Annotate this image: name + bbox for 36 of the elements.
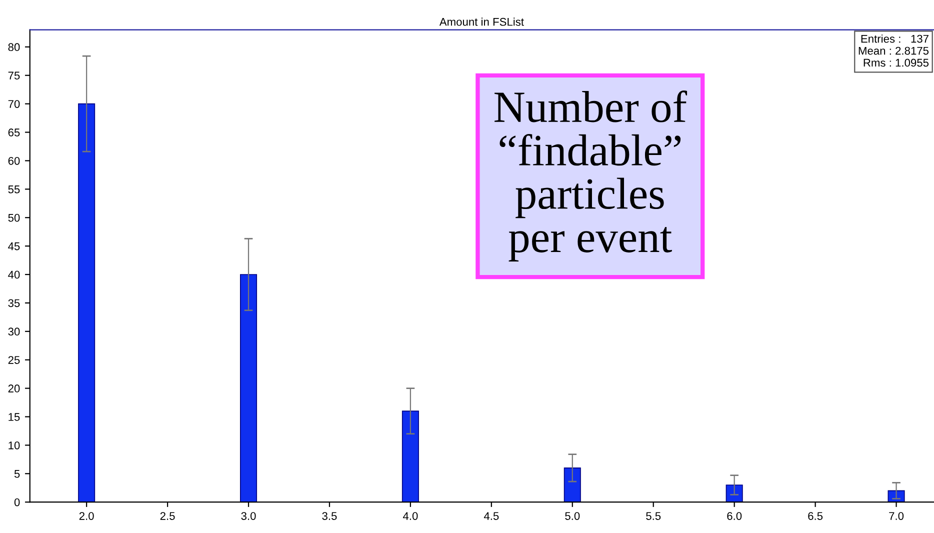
- y-tick-label: 30: [8, 328, 20, 336]
- x-tick-label: 2.5: [160, 512, 175, 520]
- y-tick-label: 80: [8, 43, 20, 52]
- y-tick-label: 55: [8, 186, 20, 194]
- x-tick-label: 5.0: [565, 512, 580, 520]
- y-tick-label: 50: [8, 214, 20, 222]
- y-tick-label: 60: [8, 156, 20, 165]
- x-tick-label: 3.5: [322, 512, 337, 520]
- x-tick-label: 4.5: [484, 512, 499, 520]
- y-tick-label: 45: [8, 242, 20, 250]
- x-tick-label: 7.0: [889, 512, 904, 520]
- y-tick-label: 20: [8, 384, 20, 392]
- annotation: Number of “findable” particles per event: [494, 90, 688, 262]
- y-tick-label: 5: [14, 470, 20, 478]
- x-tick-label: 4.0: [402, 512, 418, 520]
- bar: [402, 410, 419, 502]
- bar: [240, 274, 258, 502]
- x-tick-label: 2.0: [79, 512, 94, 520]
- x-tick-label: 5.5: [646, 512, 661, 520]
- y-tick-label: 65: [8, 128, 20, 136]
- y-tick-label: 15: [8, 413, 20, 421]
- y-tick-label: 35: [8, 299, 20, 308]
- y-tick-label: 25: [8, 356, 20, 364]
- y-tick-label: 40: [8, 270, 20, 279]
- annotation: Entries : 137 Mean : 2.8175 Rms : 1.0955: [858, 34, 929, 67]
- y-tick-label: 0: [14, 498, 20, 506]
- bar: [726, 484, 743, 502]
- y-tick-label: 75: [8, 72, 20, 80]
- y-tick-label: 10: [8, 441, 20, 450]
- bar: [564, 468, 581, 502]
- y-tick-label: 70: [8, 100, 20, 108]
- chart-title: Amount in FSList: [439, 18, 524, 26]
- x-tick-label: 3.0: [241, 512, 256, 520]
- bar: [78, 103, 96, 502]
- x-tick-label: 6.0: [727, 512, 742, 520]
- x-tick-label: 6.5: [808, 512, 823, 520]
